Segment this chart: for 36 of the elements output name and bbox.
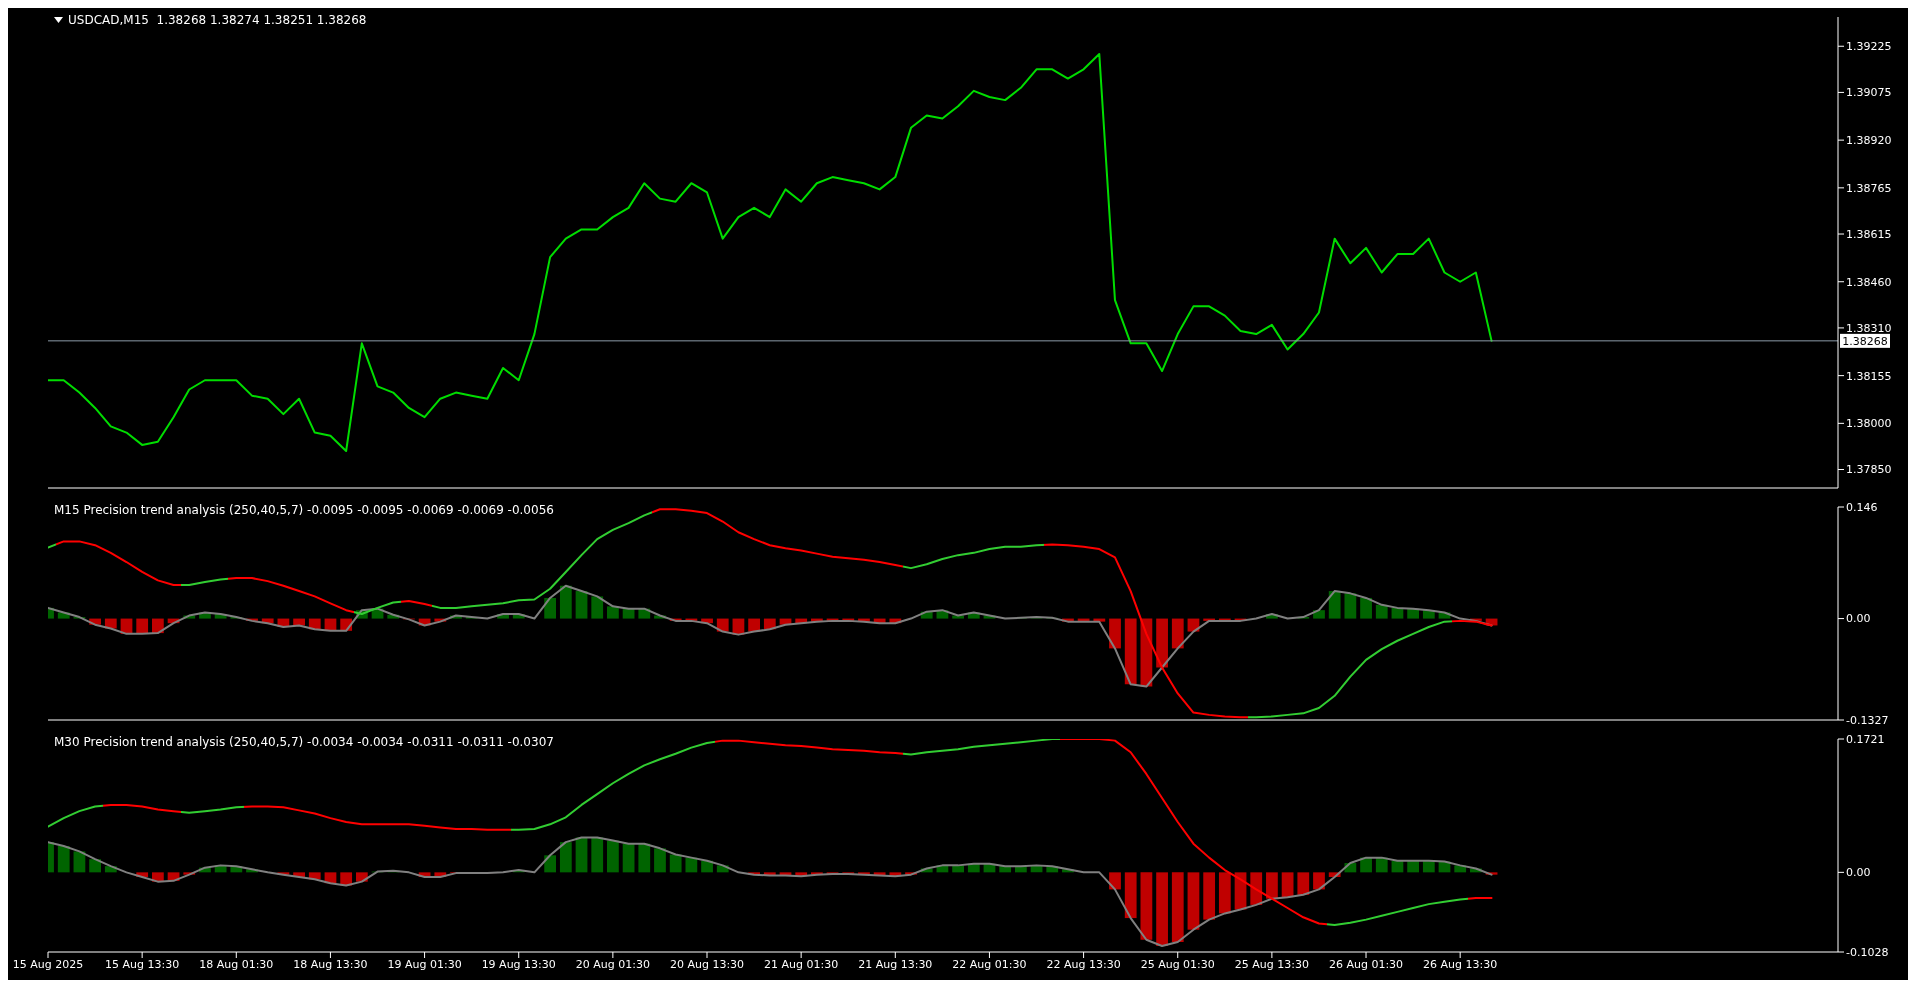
y-tick-label: 1.39075 [1846, 86, 1892, 100]
x-tick-label: 20 Aug 13:30 [669, 957, 745, 971]
x-tick-label: 22 Aug 01:30 [952, 957, 1027, 971]
y-tick-label: 1.38920 [1846, 134, 1892, 148]
y-tick-label: 1.37850 [1846, 463, 1892, 477]
y-tick-label: 1.38000 [1846, 417, 1892, 431]
x-tick-label: 21 Aug 01:30 [764, 957, 839, 971]
y-tick-label: 1.38615 [1846, 227, 1892, 241]
x-tick-label: 21 Aug 13:30 [858, 957, 933, 971]
x-tick-label: 25 Aug 13:30 [1234, 957, 1309, 971]
x-tick-label: 18 Aug 13:30 [293, 957, 368, 971]
chart-title: M30 Precision trend analysis (250,40,5,7) -0.0034 -0.0034 -0.0311 -0.0311 -0.0307 [54, 735, 554, 749]
x-tick-label: 22 Aug 13:30 [1046, 957, 1121, 971]
x-tick-label: 25 Aug 01:30 [1140, 957, 1215, 971]
y-tick-label: 0.1721 [1846, 732, 1885, 746]
y-tick-label: 1.38460 [1846, 275, 1892, 289]
chart-title: M15 Precision trend analysis (250,40,5,7) -0.0095 -0.0095 -0.0069 -0.0069 -0.0056 [54, 503, 554, 517]
y-tick-label: 1.38765 [1846, 181, 1892, 195]
x-tick-label: 19 Aug 13:30 [481, 957, 556, 971]
x-tick-label: 15 Aug 2025 [12, 957, 84, 971]
y-tick-label: 1.39225 [1846, 40, 1892, 54]
x-tick-label: 26 Aug 13:30 [1423, 957, 1498, 971]
y-tick-label: 1.38310 [1846, 321, 1892, 335]
y-tick-label: 0.00 [1846, 612, 1871, 626]
x-tick-label: 20 Aug 01:30 [575, 957, 650, 971]
ref-line-label: 1.38268 [1842, 334, 1888, 348]
x-tick-label: 19 Aug 01:30 [387, 957, 462, 971]
y-tick-label: -0.1028 [1846, 945, 1889, 959]
y-tick-label: 0.00 [1846, 866, 1871, 880]
x-tick-label: 18 Aug 01:30 [199, 957, 274, 971]
chart-title: USDCAD,M15 1.38268 1.38274 1.38251 1.38268 [68, 13, 367, 27]
y-tick-label: -0.1327 [1846, 713, 1889, 727]
x-tick-label: 15 Aug 13:30 [105, 957, 180, 971]
y-tick-label: 0.146 [1846, 500, 1878, 514]
x-tick-label: 26 Aug 01:30 [1328, 957, 1404, 971]
y-tick-label: 1.38155 [1846, 369, 1892, 383]
